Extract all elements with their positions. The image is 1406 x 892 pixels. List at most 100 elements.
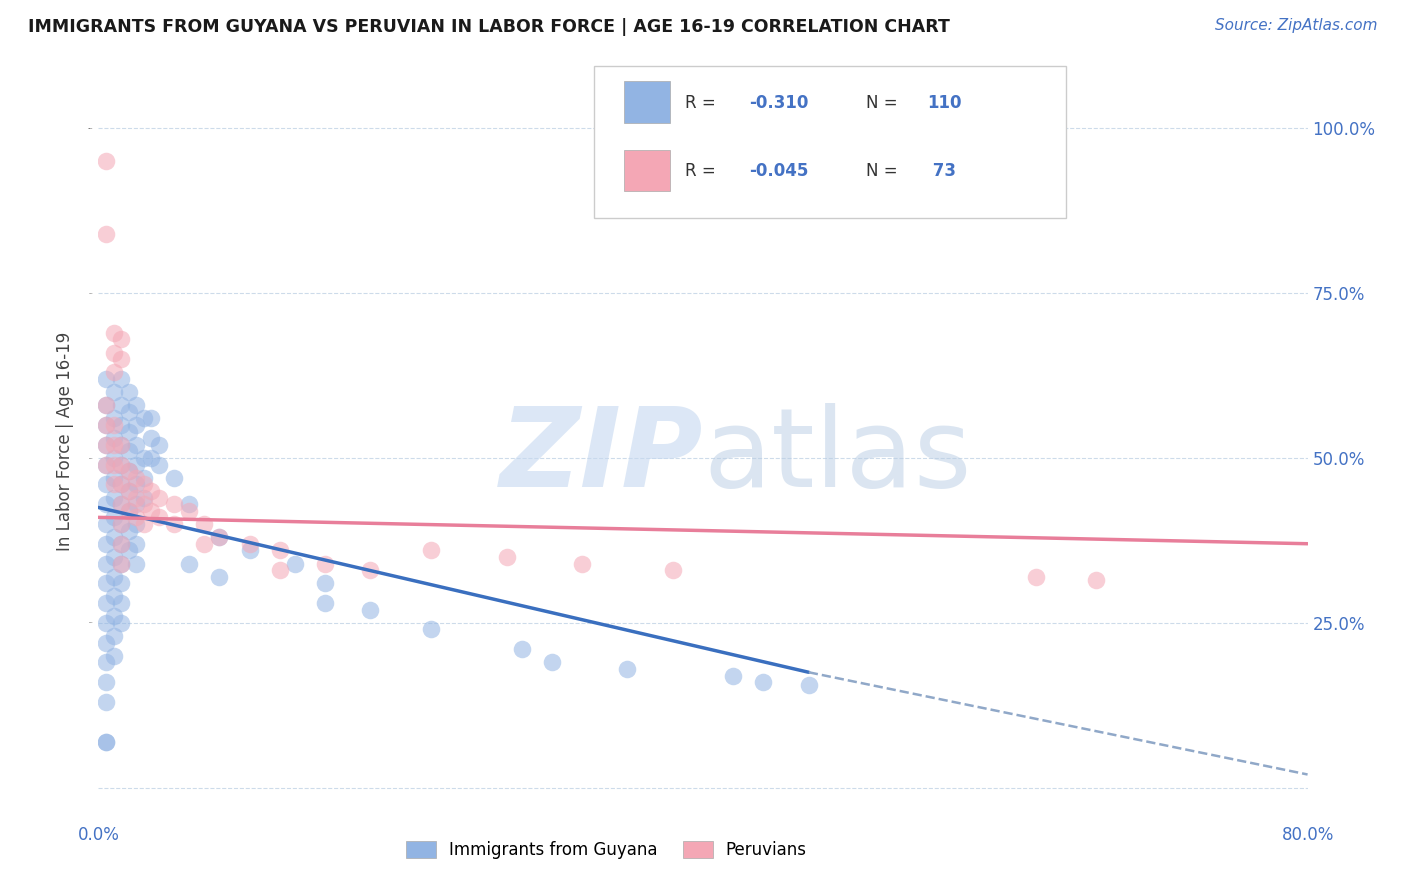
Point [110,537,132,551]
Point [110,615,132,630]
Point [420,623,443,637]
Point [103,431,125,445]
Point [94,695,117,709]
Point [103,609,125,624]
Point [103,326,125,340]
Point [141,411,163,425]
Point [163,497,186,511]
Point [110,438,132,452]
Point [110,372,132,386]
Point [208,530,231,544]
Point [141,483,163,498]
Text: Source: ZipAtlas.com: Source: ZipAtlas.com [1215,18,1378,33]
Point [284,557,307,571]
Point [94,418,117,433]
Point [103,510,125,524]
Point [110,332,132,346]
Point [125,471,148,485]
Point [103,491,125,505]
Point [723,668,745,682]
Text: atlas: atlas [703,403,972,510]
Point [118,385,141,400]
Point [132,411,155,425]
Point [148,438,170,452]
Point [118,425,141,439]
Point [148,491,170,505]
Point [797,678,820,692]
Point [110,458,132,472]
Point [540,656,562,670]
Text: ZIP: ZIP [499,403,703,510]
Point [314,596,336,610]
Point [94,227,117,241]
Point [94,635,117,649]
Point [110,557,132,571]
Point [110,557,132,571]
Point [132,471,155,485]
Point [94,438,117,452]
Point [239,543,262,558]
Point [125,537,148,551]
Point [118,444,141,458]
Point [94,458,117,472]
Point [103,570,125,584]
Point [118,483,141,498]
FancyBboxPatch shape [624,81,671,123]
Point [103,458,125,472]
Point [132,491,155,505]
Point [269,563,291,577]
Point [132,477,155,491]
Point [103,471,125,485]
Point [571,557,593,571]
Point [163,516,186,531]
Point [163,471,186,485]
Text: N =: N = [866,161,903,180]
Point [239,537,262,551]
Point [118,543,141,558]
Point [103,648,125,663]
FancyBboxPatch shape [595,66,1066,218]
Point [125,438,148,452]
Point [110,596,132,610]
Point [616,662,638,676]
Point [94,497,117,511]
Point [94,557,117,571]
Point [141,450,163,465]
Point [125,557,148,571]
Point [148,458,170,472]
Point [125,516,148,531]
Point [179,557,201,571]
Point [110,438,132,452]
Point [103,477,125,491]
Point [94,154,117,169]
Text: IMMIGRANTS FROM GUYANA VS PERUVIAN IN LABOR FORCE | AGE 16-19 CORRELATION CHART: IMMIGRANTS FROM GUYANA VS PERUVIAN IN LA… [28,18,950,36]
Point [118,504,141,518]
Point [118,524,141,538]
Point [94,734,117,748]
Point [94,438,117,452]
Point [110,576,132,591]
Point [94,537,117,551]
Point [110,477,132,491]
Point [125,491,148,505]
Point [110,497,132,511]
Text: -0.310: -0.310 [749,94,808,112]
Point [125,458,148,472]
Point [94,398,117,412]
Point [110,352,132,367]
Point [118,405,141,419]
Point [103,418,125,433]
Point [94,596,117,610]
Point [103,365,125,379]
Text: 73: 73 [927,161,956,180]
Y-axis label: In Labor Force | Age 16-19: In Labor Force | Age 16-19 [56,332,75,551]
Point [103,549,125,564]
Point [103,411,125,425]
Point [125,497,148,511]
Text: 110: 110 [927,94,962,112]
Point [125,398,148,412]
Point [118,483,141,498]
Point [495,549,517,564]
Point [94,734,117,748]
Point [314,557,336,571]
